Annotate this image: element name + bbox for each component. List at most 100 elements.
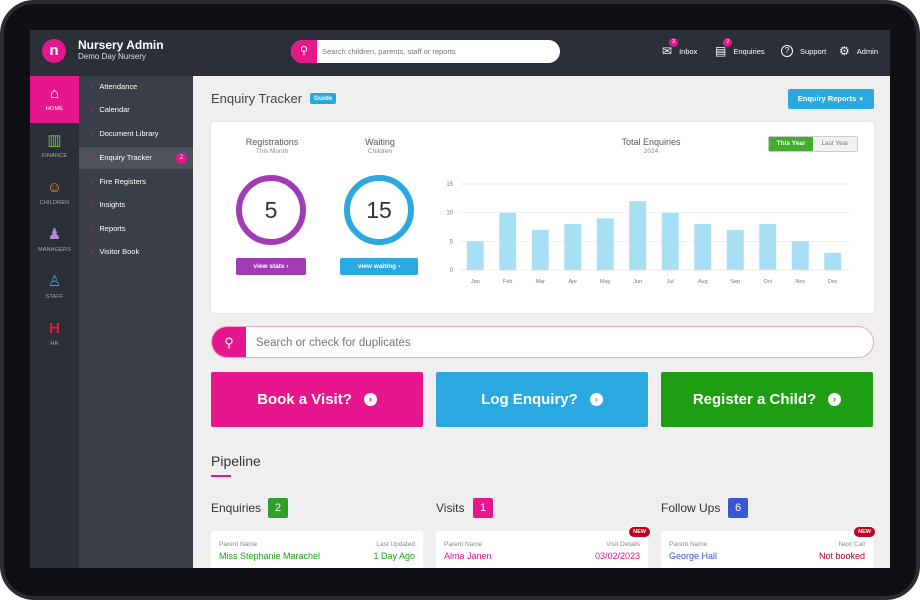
chevron-right-icon: › xyxy=(91,155,94,162)
bar xyxy=(466,241,484,270)
bar xyxy=(726,229,744,270)
last-year-toggle[interactable]: Last Year xyxy=(813,137,857,151)
inbox-label: Inbox xyxy=(679,46,698,56)
mail-icon: ✉ 3 xyxy=(662,38,679,58)
rail-children-label: CHILDREN xyxy=(39,200,70,206)
log-enquiry-button[interactable]: Log Enquiry? › xyxy=(436,372,648,427)
nursery-name: Demo Day Nursery xyxy=(78,52,147,61)
enquiry-reports-dropdown[interactable]: Enquiry Reports ▼ xyxy=(788,89,874,109)
caret-down-icon: ▼ xyxy=(858,97,865,103)
submenu-fire-registers[interactable]: › Fire Registers xyxy=(79,171,193,193)
pipeline-title: Pipeline xyxy=(211,453,261,469)
enquiries-link[interactable]: ▤ 2 Enquiries xyxy=(715,38,765,58)
register-child-label: Register a Child? xyxy=(692,391,817,408)
enquiries-badge: 2 xyxy=(723,38,733,47)
next-call-value: Not booked xyxy=(818,551,865,561)
global-search-input[interactable] xyxy=(322,43,552,60)
book-visit-label: Book a Visit? xyxy=(257,391,352,408)
register-child-button[interactable]: Register a Child? › xyxy=(661,372,873,427)
chevron-right-icon: › xyxy=(91,226,94,233)
pipeline-underline xyxy=(211,475,231,477)
x-tick-label: Jul xyxy=(667,279,674,285)
bar xyxy=(694,224,712,270)
enquiry-reports-label: Enquiry Reports xyxy=(797,94,857,103)
app-logo-icon[interactable]: n xyxy=(42,39,66,63)
main-content: Enquiry Tracker Guide Enquiry Reports ▼ … xyxy=(193,76,890,568)
rail-home[interactable]: ⌂ HOME xyxy=(30,76,79,123)
view-waiting-button[interactable]: view waiting › xyxy=(340,258,418,275)
bar xyxy=(531,229,549,270)
submenu-calendar[interactable]: › Calendar xyxy=(79,99,193,121)
rail-staff-label: STAFF xyxy=(45,294,64,300)
year-toggle: This Year Last Year xyxy=(768,136,858,152)
submenu-document-library[interactable]: › Document Library xyxy=(79,123,193,145)
x-tick-label: Apr xyxy=(568,279,577,285)
app-title: Nursery Admin xyxy=(78,38,164,52)
stats-card: Registrations This Month 5 view stats › … xyxy=(211,122,874,313)
rail-managers[interactable]: ♟ MANAGERS xyxy=(30,217,79,264)
bar xyxy=(596,218,614,270)
enquiry-card[interactable]: Parent Name Last Updated Miss Stephanie … xyxy=(211,531,423,568)
chevron-right-icon: › xyxy=(91,131,94,138)
parent-name: Miss Stephanie Marachel xyxy=(219,551,321,561)
registrations-value: 5 xyxy=(264,197,278,223)
log-enquiry-label: Log Enquiry? xyxy=(481,391,578,408)
registrations-subtitle: This Month xyxy=(255,148,289,155)
registrations-title: Registrations xyxy=(245,137,299,147)
followup-card[interactable]: NEW Parent Name Next Call George Hall No… xyxy=(661,527,875,568)
duplicate-search-input[interactable] xyxy=(256,335,856,351)
visit-card[interactable]: NEW Parent Name Visit Details Alma Janen… xyxy=(436,527,650,568)
chevron-right-circle-icon: › xyxy=(828,393,842,406)
visit-details-label: Visit Details xyxy=(606,541,640,548)
duplicate-search: ⚲ xyxy=(211,326,874,358)
global-search: ⚲ xyxy=(291,40,560,63)
y-tick-label: 15 xyxy=(446,182,453,188)
submenu-visitor-book[interactable]: › Visitor Book xyxy=(79,241,193,263)
parent-name-label: Parent Name xyxy=(669,541,708,548)
x-tick-label: Jan xyxy=(471,279,480,285)
question-icon: ? xyxy=(781,45,793,57)
book-visit-button[interactable]: Book a Visit? › xyxy=(211,372,423,427)
submenu-insights[interactable]: › Insights xyxy=(79,194,193,216)
submenu-label: Fire Registers xyxy=(99,177,147,186)
home-icon: ⌂ xyxy=(49,85,60,102)
last-updated-label: Last Updated xyxy=(376,541,415,548)
app-screen: n Nursery Admin Demo Day Nursery ⚲ ✉3 In… xyxy=(30,30,890,568)
bar xyxy=(499,212,517,270)
support-link[interactable]: ? Support xyxy=(781,44,826,58)
new-badge: NEW xyxy=(629,527,650,537)
submenu-label: Attendance xyxy=(99,82,138,91)
inbox-link[interactable]: ✉ 3 Inbox xyxy=(662,38,698,58)
sub-menu: › Attendance › Calendar › Document Library … xyxy=(79,76,193,568)
waiting-value: 15 xyxy=(366,197,392,223)
guide-button[interactable]: Guide xyxy=(310,93,337,104)
submenu-label: Reports xyxy=(99,224,126,233)
rail-hr[interactable]: H HR xyxy=(30,311,79,358)
chevron-right-icon: › xyxy=(91,84,94,91)
bar xyxy=(824,252,842,270)
bar xyxy=(661,212,679,270)
y-tick-label: 10 xyxy=(446,211,453,217)
view-stats-button[interactable]: view stats › xyxy=(236,258,306,275)
submenu-reports[interactable]: › Reports xyxy=(79,218,193,240)
x-tick-label: Aug xyxy=(698,279,708,285)
view-waiting-label: view waiting xyxy=(357,263,397,270)
search-icon[interactable]: ⚲ xyxy=(212,327,246,357)
chevron-right-icon: › xyxy=(91,107,94,114)
waiting-title: Waiting xyxy=(365,137,395,147)
submenu-attendance[interactable]: › Attendance xyxy=(79,76,193,98)
rail-finance-label: FINANCE xyxy=(41,153,68,159)
search-icon[interactable]: ⚲ xyxy=(291,40,317,63)
followups-column-title: Follow Ups xyxy=(661,501,721,515)
rail-staff[interactable]: ♙ STAFF xyxy=(30,264,79,311)
parent-name: George Hall xyxy=(669,551,718,561)
rail-finance[interactable]: ▥ FINANCE xyxy=(30,123,79,170)
admin-link[interactable]: ⚙ Admin xyxy=(839,44,878,58)
children-icon: ☺ xyxy=(46,179,63,196)
enquiry-tracker-count: 2 xyxy=(176,153,187,164)
submenu-enquiry-tracker[interactable]: › Enquiry Tracker 2 xyxy=(79,147,193,169)
this-year-toggle[interactable]: This Year xyxy=(769,137,813,151)
rail-children[interactable]: ☺ CHILDREN xyxy=(30,170,79,217)
bar xyxy=(759,224,777,270)
